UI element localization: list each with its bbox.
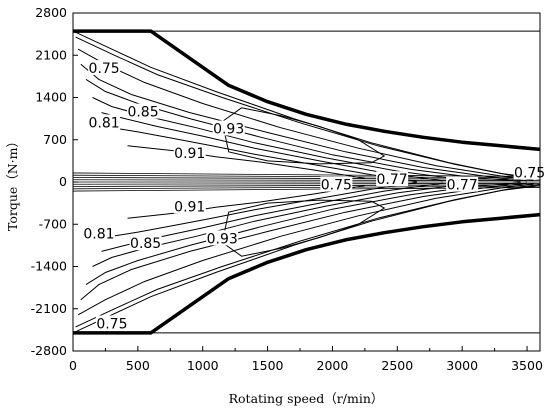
contour-label-bg-12 xyxy=(206,230,239,246)
contour-line-lower-7 xyxy=(111,182,417,237)
contour-label-8: 0.75 xyxy=(514,166,545,182)
contour-label-bg-11 xyxy=(129,235,162,251)
y-tick-label-5: -700 xyxy=(39,216,67,231)
contour-label-bg-4 xyxy=(173,145,206,161)
contour-label-bg-1 xyxy=(88,114,121,130)
contour-line-lower-4 xyxy=(85,182,521,286)
contour-label-13: 0.75 xyxy=(96,316,127,332)
contour-label-bg-0 xyxy=(88,60,121,76)
contour-line-lower-9 xyxy=(221,199,386,257)
contour-line-lower-2 xyxy=(77,183,534,316)
contour-label-bg-9 xyxy=(173,198,206,214)
y-tick-label-3: 700 xyxy=(43,132,67,147)
contour-line-upper-9 xyxy=(221,107,386,165)
y-tick-label-6: -1400 xyxy=(31,259,67,274)
contour-line-upper-1 xyxy=(75,36,541,181)
y-tick-label-2: 1400 xyxy=(35,90,67,105)
contour-labels-group: 0.750.810.850.930.910.75 0.77 0.770.750.91… xyxy=(82,60,546,332)
y-axis-ticks-group: 2800 2100 1400 700 0 -700 -1400 -2100 -2800 xyxy=(31,5,78,358)
contour-line-center-8 xyxy=(72,172,541,177)
contour-label-5: 0.75 xyxy=(321,178,352,194)
contour-line-lower-8 xyxy=(127,185,365,219)
x-tick-label-5: 2500 xyxy=(381,358,413,373)
torque-envelope-group xyxy=(73,29,541,335)
x-tick-label-6: 3000 xyxy=(446,358,478,373)
contour-label-bg-8 xyxy=(513,164,546,180)
contour-label-6: 0.77 xyxy=(377,172,408,188)
contour-line-upper-6 xyxy=(101,112,443,182)
max-torque-envelope-lower xyxy=(73,212,541,335)
y-tick-label-7: -2100 xyxy=(31,301,67,316)
y-tick-label-4: 0 xyxy=(59,174,67,189)
contour-label-3: 0.93 xyxy=(213,121,244,137)
contour-label-11: 0.85 xyxy=(130,236,161,252)
contour-line-upper-8 xyxy=(127,145,365,179)
x-tick-label-3: 1500 xyxy=(252,358,284,373)
contour-label-bg-6 xyxy=(376,171,409,187)
y-tick-label-8: -2800 xyxy=(31,343,67,358)
x-tick-label-4: 2000 xyxy=(317,358,349,373)
x-tick-label-2: 1000 xyxy=(187,358,219,373)
contour-label-bg-5 xyxy=(320,176,353,192)
contour-line-upper-3 xyxy=(80,63,528,182)
contour-label-bg-2 xyxy=(127,103,160,119)
contour-line-upper-7 xyxy=(111,127,417,182)
contour-label-12: 0.93 xyxy=(207,231,238,247)
contour-label-10: 0.81 xyxy=(83,227,114,243)
contour-label-bg-10 xyxy=(82,225,115,241)
contour-label-2: 0.85 xyxy=(127,105,158,121)
contour-label-7: 0.77 xyxy=(447,178,478,194)
max-torque-envelope-upper xyxy=(73,29,541,152)
contour-label-bg-3 xyxy=(212,120,245,136)
contour-label-4: 0.91 xyxy=(174,146,205,162)
y-tick-label-1: 2100 xyxy=(35,47,67,62)
x-tick-label-0: 0 xyxy=(69,358,77,373)
contour-label-9: 0.91 xyxy=(174,199,205,215)
contour-line-upper-4 xyxy=(85,78,521,182)
contour-label-1: 0.81 xyxy=(89,115,120,131)
contour-label-bg-7 xyxy=(446,176,479,192)
y-tick-label-0: 2800 xyxy=(35,5,67,20)
contour-label-bg-13 xyxy=(95,315,128,331)
x-tick-label-1: 500 xyxy=(126,358,150,373)
x-axis-ticks-group: 0 500 1000 1500 2000 2500 3000 3500 xyxy=(69,346,543,373)
contour-line-lower-1 xyxy=(75,183,541,328)
contour-label-0: 0.75 xyxy=(89,61,120,77)
contour-line-lower-5 xyxy=(92,183,463,267)
y-axis-title: Torque（N·m） xyxy=(5,135,20,231)
x-tick-label-7: 3500 xyxy=(511,358,543,373)
x-axis-title: Rotating speed（r/min） xyxy=(229,391,384,406)
